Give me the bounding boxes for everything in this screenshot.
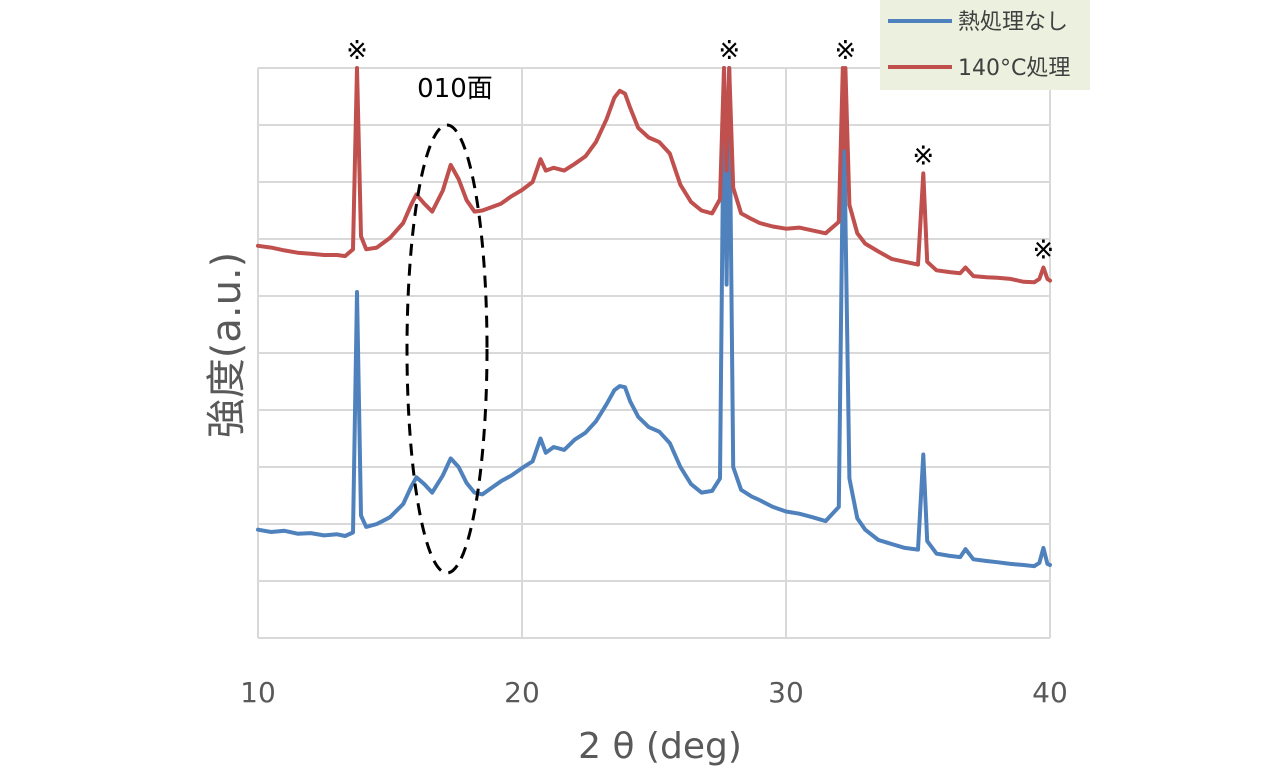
peak-marker: ※	[1033, 236, 1055, 266]
series-lines	[256, 66, 1052, 569]
legend-item-unheated: 熱処理なし	[888, 10, 1068, 35]
x-axis-label: 2 θ (deg)	[578, 726, 742, 767]
legend: 熱処理なし 140°C処理	[880, 0, 1090, 90]
legend-background	[880, 0, 1090, 90]
peak-markers: ※ ※ ※ ※ ※	[346, 36, 1054, 266]
peak-marker: ※	[346, 36, 368, 66]
peak-marker: ※	[718, 36, 740, 66]
x-tick-label: 30	[768, 676, 804, 709]
peak-marker: ※	[912, 141, 934, 171]
plane-label: 010面	[417, 74, 493, 104]
legend-item-140c: 140°C処理	[888, 56, 1070, 81]
x-tick-label: 40	[1032, 676, 1068, 709]
x-tick-labels: 10 20 30 40	[240, 676, 1068, 709]
plane-region-ellipse	[405, 123, 489, 575]
gridlines	[257, 67, 1051, 639]
legend-label: 140°C処理	[958, 56, 1070, 81]
series-line-1	[256, 66, 1052, 569]
x-tick-label: 10	[240, 676, 276, 709]
y-axis-label: 強度(a.u.)	[204, 252, 250, 439]
peak-marker: ※	[835, 36, 857, 66]
series-line-2	[256, 66, 1052, 285]
legend-label: 熱処理なし	[958, 10, 1068, 35]
x-tick-label: 20	[504, 676, 540, 709]
